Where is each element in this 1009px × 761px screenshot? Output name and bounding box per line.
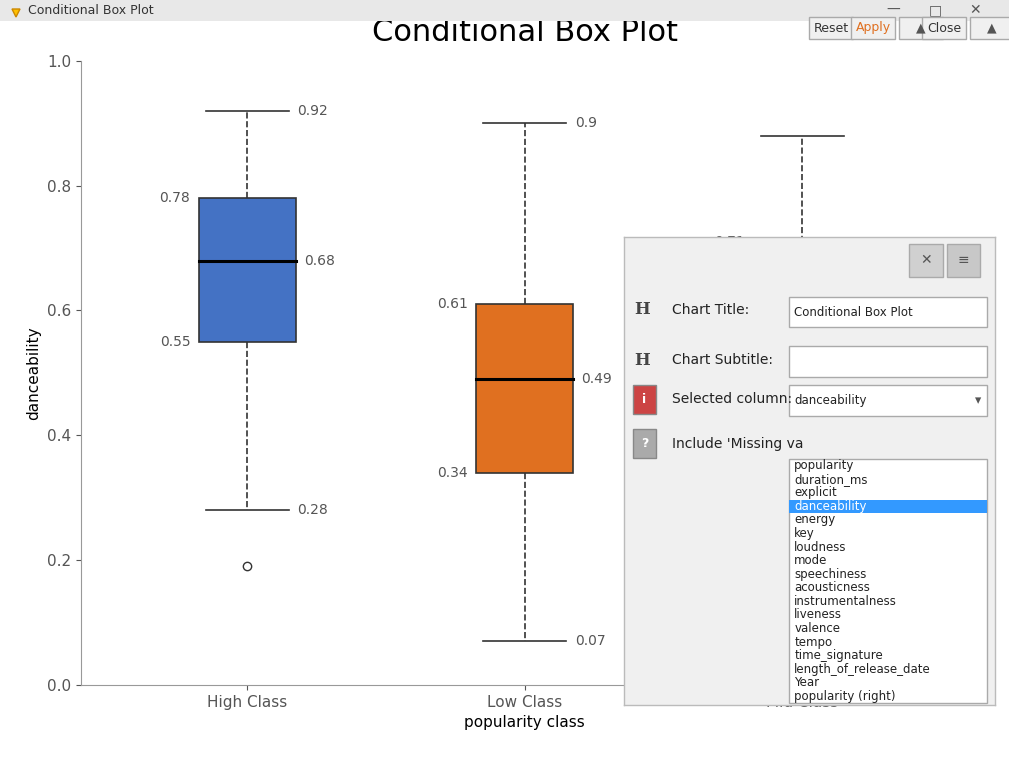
- Text: 0.68: 0.68: [304, 253, 335, 268]
- Text: ≡: ≡: [958, 253, 969, 267]
- Text: Close: Close: [927, 21, 961, 34]
- Text: acousticness: acousticness: [794, 581, 870, 594]
- Text: ✕: ✕: [970, 3, 981, 17]
- Text: Year: Year: [794, 677, 819, 689]
- Text: Selected column:: Selected column:: [672, 393, 792, 406]
- Text: Apply: Apply: [856, 21, 891, 34]
- Text: 0.07: 0.07: [574, 634, 605, 648]
- Text: 0.28: 0.28: [297, 503, 328, 517]
- Text: 0.45: 0.45: [714, 397, 746, 411]
- FancyBboxPatch shape: [633, 385, 656, 414]
- Text: 0.34: 0.34: [437, 466, 468, 479]
- FancyBboxPatch shape: [789, 346, 988, 377]
- Text: loudness: loudness: [794, 540, 847, 553]
- Text: 0.55: 0.55: [159, 335, 191, 349]
- FancyBboxPatch shape: [754, 242, 851, 404]
- FancyBboxPatch shape: [899, 17, 943, 39]
- Text: 0.07: 0.07: [852, 634, 883, 648]
- Text: 0.71: 0.71: [714, 235, 746, 249]
- FancyBboxPatch shape: [633, 429, 656, 458]
- Text: liveness: liveness: [794, 608, 843, 622]
- Text: H: H: [635, 352, 651, 368]
- FancyBboxPatch shape: [789, 459, 988, 703]
- Text: i: i: [643, 393, 647, 406]
- Text: length_of_release_date: length_of_release_date: [794, 663, 931, 676]
- FancyBboxPatch shape: [0, 0, 1009, 21]
- Text: H: H: [635, 301, 651, 318]
- Text: time_signature: time_signature: [794, 649, 883, 662]
- FancyBboxPatch shape: [789, 499, 988, 513]
- FancyBboxPatch shape: [476, 304, 573, 473]
- Text: ▲: ▲: [916, 21, 926, 34]
- Text: Conditional Box Plot: Conditional Box Plot: [28, 4, 153, 17]
- Text: danceability: danceability: [794, 394, 867, 407]
- Text: Chart Subtitle:: Chart Subtitle:: [672, 353, 773, 367]
- Text: —: —: [886, 3, 900, 17]
- Text: energy: energy: [794, 514, 835, 527]
- Text: key: key: [794, 527, 815, 540]
- FancyBboxPatch shape: [851, 17, 895, 39]
- Text: ▾: ▾: [975, 394, 982, 407]
- Text: 0.49: 0.49: [581, 372, 612, 386]
- Text: tempo: tempo: [794, 635, 832, 648]
- Text: 0.78: 0.78: [159, 191, 191, 205]
- Text: popularity: popularity: [794, 459, 855, 472]
- Text: ?: ?: [641, 438, 648, 451]
- Text: ▲: ▲: [987, 21, 997, 34]
- FancyBboxPatch shape: [789, 297, 988, 327]
- X-axis label: popularity class: popularity class: [464, 715, 585, 730]
- Text: Conditional Box Plot: Conditional Box Plot: [794, 306, 913, 319]
- FancyBboxPatch shape: [970, 17, 1009, 39]
- Text: ✕: ✕: [920, 253, 932, 267]
- Text: instrumentalness: instrumentalness: [794, 595, 897, 608]
- Text: danceability: danceability: [794, 500, 867, 513]
- Text: □: □: [928, 3, 941, 17]
- FancyBboxPatch shape: [922, 17, 966, 39]
- Text: Include 'Missing va: Include 'Missing va: [672, 437, 803, 451]
- Title: Conditional Box Plot: Conditional Box Plot: [371, 18, 678, 47]
- Text: explicit: explicit: [794, 486, 837, 499]
- FancyBboxPatch shape: [809, 17, 853, 39]
- Text: speechiness: speechiness: [794, 568, 867, 581]
- Text: 0.9: 0.9: [574, 116, 596, 130]
- FancyBboxPatch shape: [789, 385, 988, 416]
- Text: duration_ms: duration_ms: [794, 473, 868, 486]
- Y-axis label: danceability: danceability: [26, 326, 41, 420]
- Text: popularity (right): popularity (right): [794, 689, 896, 703]
- FancyBboxPatch shape: [199, 198, 296, 342]
- Text: valence: valence: [794, 622, 840, 635]
- Text: 0.61: 0.61: [437, 298, 468, 311]
- Text: Chart Title:: Chart Title:: [672, 303, 749, 317]
- Text: 0.92: 0.92: [297, 103, 328, 118]
- Polygon shape: [12, 9, 20, 17]
- FancyBboxPatch shape: [946, 244, 980, 277]
- Text: mode: mode: [794, 554, 827, 567]
- FancyBboxPatch shape: [909, 244, 942, 277]
- Text: Reset: Reset: [813, 21, 849, 34]
